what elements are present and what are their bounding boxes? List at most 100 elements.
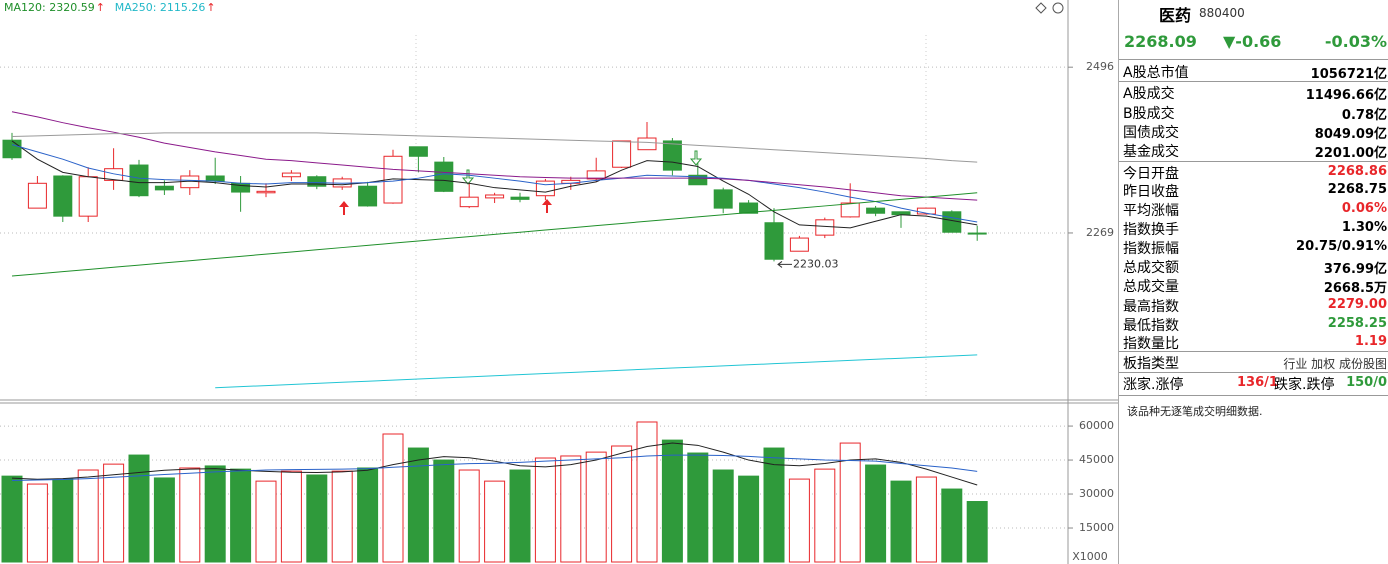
signal-arrow (461, 169, 475, 185)
chart: 2496 2269 60000 45000 30000 15000 X1000 MA120: … (0, 0, 1118, 564)
down-value: 150/0 (1346, 375, 1387, 390)
ma-label: MA120: 2320.59 (4, 1, 95, 14)
volume-bar (407, 447, 429, 563)
volume-bar (636, 421, 658, 563)
row-label: A股总市值 (1123, 65, 1189, 81)
row-value: 2201.00亿 (1314, 146, 1387, 161)
volume-bar (839, 442, 861, 563)
signal-arrow (542, 199, 552, 213)
signal-arrow (689, 150, 703, 166)
note: 该品种无逐笔成交明细数据. (1127, 405, 1263, 418)
volume-bar (306, 474, 328, 563)
vol-tick-label: 15000 (1079, 521, 1114, 534)
volume-bar (661, 439, 683, 563)
volume-bar (560, 455, 582, 563)
volume-bar (509, 469, 531, 563)
candle-body (586, 170, 606, 180)
row-label: 基金成交 (1123, 144, 1179, 160)
candle-body (104, 168, 124, 181)
volume-bar (128, 454, 150, 563)
volume-bar (153, 477, 175, 563)
row-label: 平均涨幅 (1123, 203, 1179, 219)
volume-bar (687, 452, 709, 563)
volume-bar (788, 478, 810, 563)
ma-arrow: ↑ (96, 1, 105, 14)
row-value: 0.78亿 (1341, 108, 1387, 123)
separator (1119, 161, 1388, 162)
volume-bar (382, 433, 404, 563)
candle-body (78, 176, 98, 217)
separator (1119, 59, 1388, 60)
volume-bar (966, 501, 988, 563)
volume-bar (915, 476, 937, 563)
row-label: 指数量比 (1123, 336, 1179, 352)
row-label: 最低指数 (1123, 318, 1179, 334)
volume-bar (331, 470, 353, 563)
volume-bar (941, 488, 963, 563)
candle-body (27, 182, 47, 209)
candle-body (764, 222, 784, 260)
volume-bar (534, 457, 556, 563)
row-label: 指数换手 (1123, 222, 1179, 238)
volume-bar (712, 469, 734, 563)
y-tick-label: 2496 (1086, 60, 1114, 73)
row-label: 今日开盘 (1123, 166, 1179, 182)
row-value: 8049.09亿 (1314, 127, 1387, 142)
volume-bar (357, 467, 379, 563)
vol-tick-label: 45000 (1079, 453, 1114, 466)
volume-bar (890, 480, 912, 563)
separator (1119, 372, 1388, 373)
signal-arrow (339, 201, 349, 215)
ma-label: MA250: 2115.26 (115, 1, 206, 14)
candle-body (510, 196, 530, 200)
panel-name: 医药 (1159, 6, 1192, 25)
row-value: 2668.5万 (1323, 281, 1387, 296)
candle-body (662, 140, 682, 171)
icon-diamond[interactable] (1035, 2, 1047, 14)
volume-bar (255, 480, 277, 563)
volume-bar (103, 463, 125, 563)
candle-body (713, 189, 733, 209)
row-label: A股成交 (1123, 86, 1175, 102)
candle-body (789, 237, 809, 252)
row-label: 指数振幅 (1123, 241, 1179, 257)
volume-bar (52, 478, 74, 563)
candle-body (205, 175, 225, 182)
candle-body (485, 194, 505, 199)
vol-tick-label: 60000 (1079, 419, 1114, 432)
volume-bar (484, 480, 506, 563)
volume-bar (179, 467, 201, 563)
row-value: 11496.66亿 (1305, 88, 1387, 103)
panel-change: ▼-0.66 (1223, 32, 1282, 51)
row-value: 1.19 (1354, 334, 1387, 349)
ma-line (11, 144, 978, 223)
volume-bar (77, 469, 99, 563)
candle-body (154, 185, 174, 191)
candle-body (535, 180, 555, 197)
ma-line (215, 354, 978, 389)
volume-bar (26, 483, 48, 563)
candle-body (459, 196, 479, 208)
separator (1119, 81, 1388, 82)
row-value: 0.06% (1341, 201, 1387, 216)
icon-circle[interactable] (1052, 2, 1064, 14)
candle-body (2, 139, 22, 159)
up-label: 涨家.涨停 (1123, 377, 1184, 393)
separator (1119, 351, 1388, 352)
type-label: 板指类型 (1123, 356, 1179, 372)
candle-body (281, 172, 301, 178)
volume-bar (433, 459, 455, 563)
volume-bar (865, 464, 887, 563)
ma-line (11, 192, 978, 277)
volume-bar (458, 469, 480, 563)
volume-bar (1, 475, 23, 563)
panel-pct: -0.03% (1324, 32, 1387, 51)
low-annotation: 2230.03 (793, 257, 839, 270)
candle-body (408, 146, 428, 157)
ma-line (11, 454, 978, 481)
vol-tick-label: 30000 (1079, 487, 1114, 500)
row-label: 总成交量 (1123, 279, 1179, 295)
candle-body (637, 137, 657, 151)
row-label: 昨日收盘 (1123, 184, 1179, 200)
